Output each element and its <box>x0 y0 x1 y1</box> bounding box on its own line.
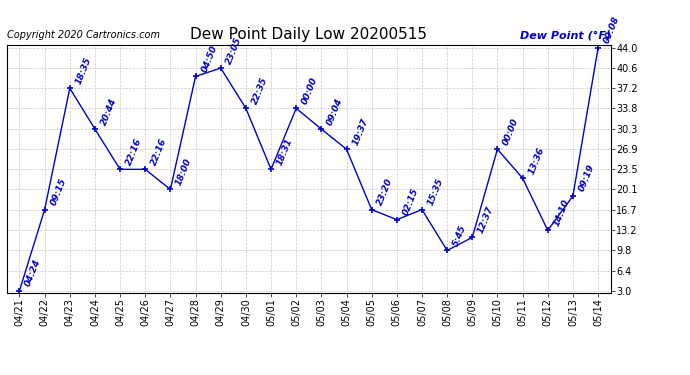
Text: 23:20: 23:20 <box>376 177 395 207</box>
Text: 00:00: 00:00 <box>300 76 319 106</box>
Text: 09:04: 09:04 <box>326 96 344 126</box>
Text: 02:15: 02:15 <box>401 187 420 217</box>
Text: 00:00: 00:00 <box>502 117 521 146</box>
Text: 22:35: 22:35 <box>250 76 269 106</box>
Text: 14:10: 14:10 <box>552 198 571 228</box>
Text: 04:50: 04:50 <box>199 44 219 74</box>
Text: 22:16: 22:16 <box>150 136 168 166</box>
Title: Dew Point Daily Low 20200515: Dew Point Daily Low 20200515 <box>190 27 427 42</box>
Text: 18:31: 18:31 <box>275 136 294 166</box>
Text: Copyright 2020 Cartronics.com: Copyright 2020 Cartronics.com <box>7 30 160 40</box>
Text: 20:44: 20:44 <box>99 96 118 126</box>
Text: Dew Point (°F): Dew Point (°F) <box>520 30 611 40</box>
Text: 19:37: 19:37 <box>351 117 370 146</box>
Text: 18:35: 18:35 <box>74 56 93 86</box>
Text: 09:15: 09:15 <box>49 177 68 207</box>
Text: 5:45: 5:45 <box>451 224 468 248</box>
Text: 00:08: 00:08 <box>602 15 621 45</box>
Text: 09:19: 09:19 <box>577 163 596 193</box>
Text: 23:05: 23:05 <box>225 35 244 65</box>
Text: 15:35: 15:35 <box>426 177 445 207</box>
Text: 04:24: 04:24 <box>23 258 43 288</box>
Text: 13:36: 13:36 <box>526 146 546 176</box>
Text: 12:37: 12:37 <box>477 205 495 235</box>
Text: 22:16: 22:16 <box>124 136 144 166</box>
Text: 18:00: 18:00 <box>175 157 194 187</box>
